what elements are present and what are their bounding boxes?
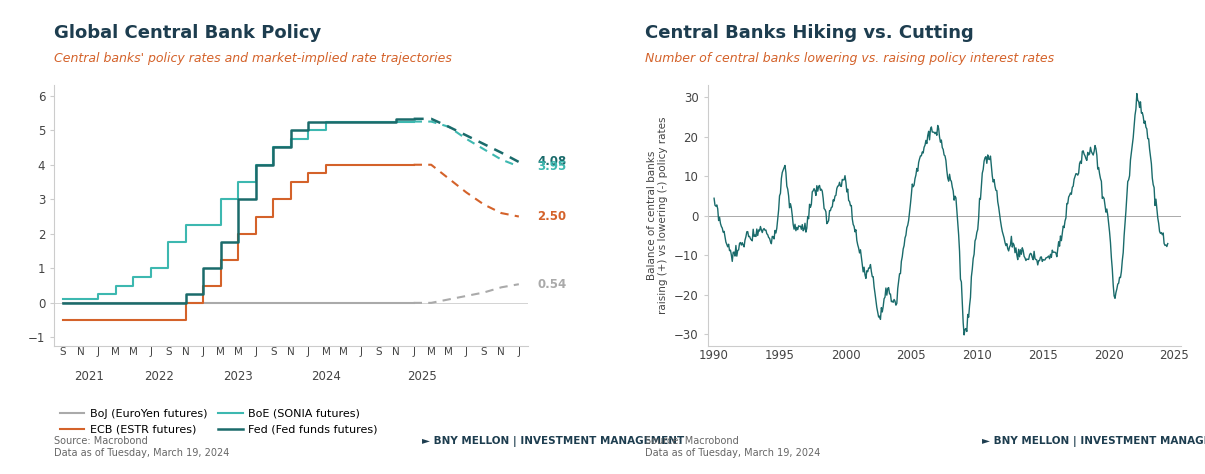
Legend: BoJ (EuroYen futures), ECB (ESTR futures), BoE (SONIA futures), Fed (Fed funds f: BoJ (EuroYen futures), ECB (ESTR futures… [60,409,378,435]
Text: Global Central Bank Policy: Global Central Bank Policy [54,24,322,42]
Y-axis label: Balance of central banks
raising (+) vs lowering (-) policy rates: Balance of central banks raising (+) vs … [647,117,669,314]
Text: 2025: 2025 [407,370,437,383]
Text: 2024: 2024 [311,370,341,383]
Text: Central Banks Hiking vs. Cutting: Central Banks Hiking vs. Cutting [645,24,974,42]
Text: 2022: 2022 [145,370,175,383]
Text: Number of central banks lowering vs. raising policy interest rates: Number of central banks lowering vs. rai… [645,52,1054,65]
Text: Central banks' policy rates and market-implied rate trajectories: Central banks' policy rates and market-i… [54,52,452,65]
Text: Source: Macrobond
Data as of Tuesday, March 19, 2024: Source: Macrobond Data as of Tuesday, Ma… [645,436,821,458]
Text: 0.54: 0.54 [537,278,566,291]
Text: 4.08: 4.08 [537,155,566,168]
Text: 2021: 2021 [75,370,104,383]
Text: ► BNY MELLON | INVESTMENT MANAGEMENT: ► BNY MELLON | INVESTMENT MANAGEMENT [982,436,1205,447]
Text: 3.95: 3.95 [537,160,566,173]
Text: 2023: 2023 [223,370,253,383]
Text: ► BNY MELLON | INVESTMENT MANAGEMENT: ► BNY MELLON | INVESTMENT MANAGEMENT [422,436,684,447]
Text: Source: Macrobond
Data as of Tuesday, March 19, 2024: Source: Macrobond Data as of Tuesday, Ma… [54,436,230,458]
Text: 2.50: 2.50 [537,210,566,223]
